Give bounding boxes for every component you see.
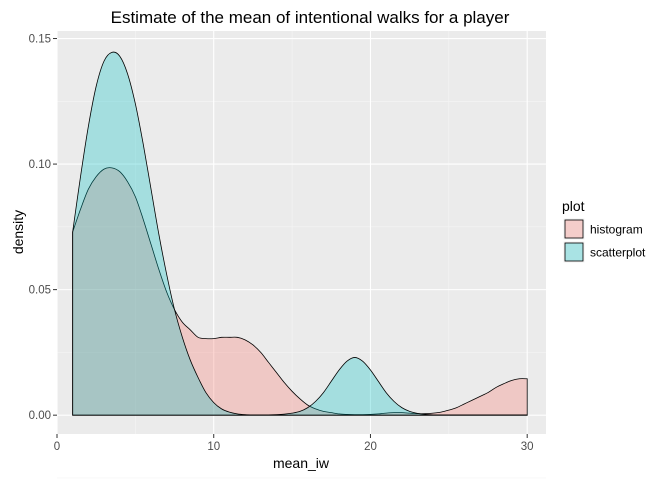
x-axis-title: mean_iw [273, 455, 330, 471]
legend-key-histogram [564, 219, 584, 239]
legend-key-bg [563, 218, 585, 240]
legend-key-scatterplot [564, 242, 584, 262]
x-tick-label: 0 [54, 441, 60, 453]
minor-gridlines [57, 31, 546, 479]
density-area-scatterplot [72, 51, 528, 416]
y-tick-label: 0.10 [29, 159, 51, 171]
x-tick-label: 30 [521, 441, 534, 453]
y-tick-label: 0.05 [29, 285, 51, 297]
x-tick-label: 10 [207, 441, 220, 453]
y-axis: 0.00 0.05 0.10 0.15 [29, 34, 57, 422]
legend-label-scatterplot: scatterplot [590, 246, 646, 260]
legend: plot histogram scatterplot [562, 198, 646, 263]
density-areas [72, 51, 528, 416]
x-axis: 0 10 20 30 [54, 434, 534, 453]
plot-panel [57, 31, 546, 434]
y-tick-label: 0.15 [29, 34, 51, 46]
legend-label-histogram: histogram [590, 223, 643, 237]
legend-title: plot [562, 198, 585, 214]
density-area-histogram [72, 167, 528, 416]
y-tick-label: 0.00 [29, 410, 51, 422]
x-tick-label: 20 [364, 441, 377, 453]
chart-title: Estimate of the mean of intentional walk… [111, 8, 510, 27]
y-axis-title: density [10, 210, 26, 254]
legend-key-bg [563, 241, 585, 263]
